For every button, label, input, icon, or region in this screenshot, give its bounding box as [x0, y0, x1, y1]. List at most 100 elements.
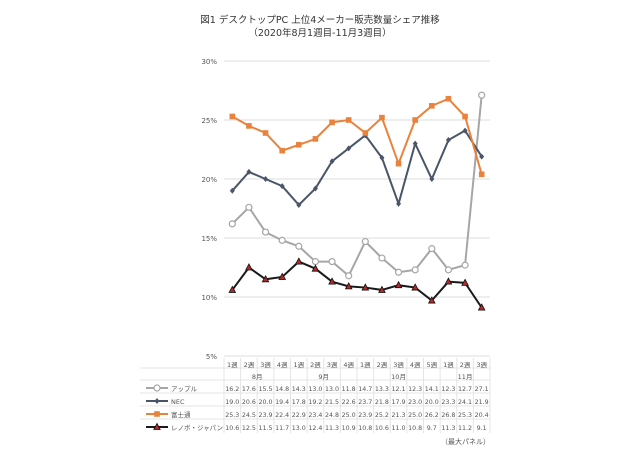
data-point — [429, 103, 435, 109]
table-cell: 25.3 — [225, 412, 239, 419]
week-label: 2週 — [244, 360, 255, 369]
week-label: 4週 — [410, 360, 421, 369]
table-cell: 20.4 — [475, 412, 489, 419]
data-point — [445, 95, 452, 102]
data-point — [395, 160, 402, 167]
legend-label: アップル — [171, 385, 198, 393]
table-cell: 11.7 — [275, 425, 289, 432]
table-cell: 17.9 — [392, 399, 406, 406]
data-point — [478, 171, 485, 178]
table-cell: 24.8 — [325, 412, 339, 419]
data-point — [345, 117, 352, 123]
week-label: 3週 — [476, 360, 487, 369]
legend-label: 富士通 — [171, 410, 191, 419]
week-label: 2週 — [460, 360, 471, 369]
y-tick-label: 10% — [201, 294, 217, 302]
data-point — [429, 176, 435, 182]
week-label: 1週 — [293, 360, 304, 369]
data-point — [279, 147, 285, 154]
data-point — [394, 280, 403, 289]
table-cell: 27.1 — [475, 386, 489, 393]
data-point — [379, 154, 385, 161]
table-cell: 20.0 — [425, 399, 439, 406]
table-cell: 13.0 — [325, 386, 339, 393]
data-point — [379, 114, 385, 121]
week-label: 2週 — [310, 360, 321, 369]
data-point — [153, 422, 161, 430]
table-cell: 13.0 — [292, 425, 306, 432]
data-point — [245, 203, 253, 211]
data-point — [296, 201, 302, 208]
data-point — [411, 283, 420, 291]
data-point — [262, 130, 269, 136]
table-cell: 12.3 — [408, 386, 422, 393]
data-point — [246, 168, 252, 175]
week-label: 4週 — [277, 360, 288, 369]
table-cell: 26.8 — [441, 412, 455, 419]
title-line: 図1 デスクトップPC 上位4メーカー販売数量シェア推移 — [200, 15, 440, 26]
table-cell: 10.6 — [375, 425, 389, 432]
data-point — [278, 236, 286, 244]
data-point — [294, 257, 303, 265]
data-point — [245, 263, 253, 271]
table-cell: 21.5 — [325, 399, 339, 406]
table-cell: 19.0 — [225, 399, 239, 406]
data-point — [246, 123, 252, 129]
table-cell: 24.1 — [458, 399, 472, 406]
data-point — [329, 158, 335, 165]
table-cell: 22.6 — [342, 399, 356, 406]
table-cell: 11.5 — [259, 425, 273, 432]
table-cell: 14.7 — [358, 386, 372, 393]
data-point — [444, 277, 453, 285]
data-point — [479, 153, 485, 160]
table-cell: 11.3 — [441, 425, 455, 432]
data-point — [461, 278, 469, 286]
data-point — [361, 237, 369, 246]
week-label: 1週 — [443, 360, 454, 369]
table-cell: 21.9 — [475, 399, 489, 406]
data-point — [295, 242, 303, 250]
data-point — [444, 266, 453, 274]
table-cell: 11.0 — [392, 425, 406, 432]
data-point — [477, 303, 486, 311]
data-point — [394, 268, 403, 276]
table-cell: 25.0 — [342, 412, 356, 419]
table-cell: 17.6 — [242, 386, 256, 393]
table-cell: 19.2 — [308, 399, 322, 406]
month-label: 11月 — [458, 373, 473, 381]
table-cell: 9.7 — [427, 425, 437, 432]
y-tick-label: 5% — [206, 353, 217, 361]
week-label: 5週 — [426, 360, 437, 369]
data-point — [478, 91, 486, 99]
data-point — [153, 384, 161, 392]
legend-label: NEC — [171, 398, 185, 406]
week-label: 1週 — [360, 360, 371, 369]
y-tick-label: 20% — [201, 176, 217, 184]
table-cell: 14.8 — [275, 386, 289, 393]
y-tick-label: 25% — [201, 117, 217, 125]
table-cell: 9.1 — [477, 425, 487, 432]
data-point — [229, 187, 235, 194]
table-cell: 23.4 — [308, 412, 322, 419]
data-point — [296, 141, 302, 148]
table-cell: 21.8 — [375, 399, 389, 406]
data-point — [427, 296, 436, 304]
data-point — [396, 200, 402, 207]
legend-label: レノボ・ジャパン — [171, 424, 223, 432]
table-cell: 11.8 — [342, 386, 356, 393]
data-point — [228, 285, 237, 293]
table-cell: 20.0 — [259, 399, 273, 406]
week-label: 2週 — [377, 360, 388, 369]
data-point — [328, 277, 336, 285]
table-cell: 23.9 — [259, 412, 273, 419]
data-point — [261, 228, 270, 236]
table-cell: 25.0 — [408, 412, 422, 419]
table-cell: 22.4 — [275, 412, 289, 419]
table-cell: 10.8 — [408, 425, 422, 432]
series-line — [231, 97, 483, 175]
table-cell: 11.2 — [458, 425, 472, 432]
table-cell: 23.0 — [408, 399, 422, 406]
table-cell: 21.3 — [392, 412, 406, 419]
table-cell: 24.5 — [242, 412, 256, 419]
data-point — [311, 258, 320, 266]
